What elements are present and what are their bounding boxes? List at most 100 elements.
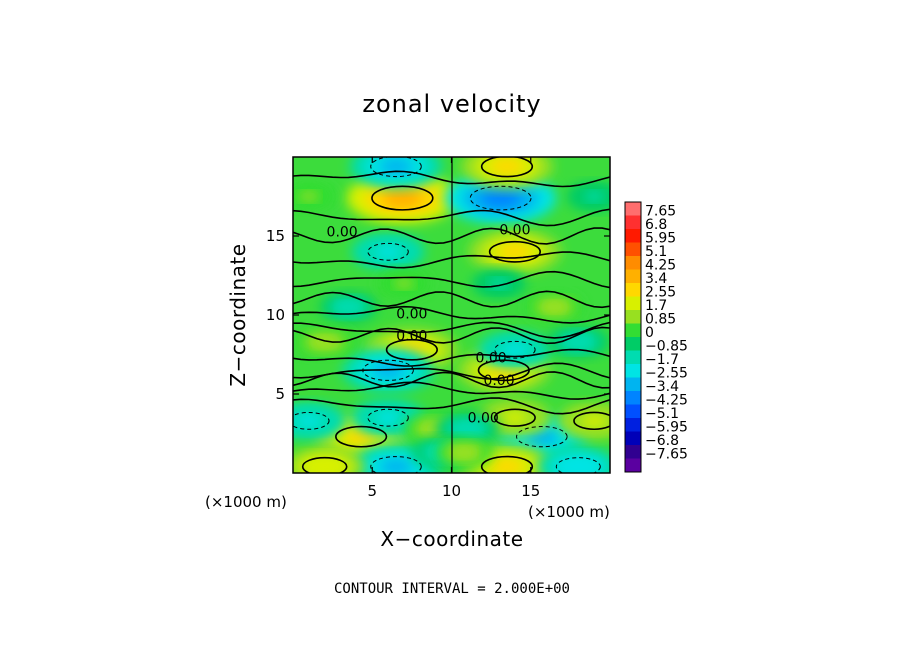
positive-contour [573,411,610,431]
colorbar-cell [625,202,641,216]
colorbar-cell [625,337,641,351]
field-blob-core [544,301,565,313]
field-blob-core [501,343,529,357]
colorbar-label: −1.7 [645,352,679,368]
colorbar-label: −5.1 [645,406,679,422]
positive-contour [488,240,542,263]
chart-title: zonal velocity [362,90,541,118]
colorbar-label: 2.55 [645,285,676,301]
negative-contour [293,411,330,430]
colorbar-label: −3.4 [645,379,679,395]
field-blob-core [501,411,529,425]
field-blob-core [394,278,414,289]
colorbar-cell [625,418,641,432]
colorbar: 7.656.85.955.14.253.42.551.70.850−0.85−1… [624,201,688,473]
negative-contour [370,456,422,473]
colorbar-cell [625,215,641,230]
x-tick-label: 15 [521,482,540,500]
field-blob-core [567,336,590,348]
y-axis-label: Z−coordinate [226,243,250,386]
colorbar-label: −0.85 [645,339,688,355]
colorbar-cell [625,310,641,324]
field-blob-core [455,422,479,435]
x-unit-left: (×1000 m) [205,493,287,511]
field-blob-core [580,414,608,428]
field-blob-core [490,458,524,473]
colorbar-label: 4.25 [645,258,676,274]
field-blob-core [295,414,323,428]
colorbar-label: −6.8 [645,433,679,449]
field-blob-core [374,245,402,259]
contour-label: 0.00 [499,223,530,239]
field-blob-core [563,459,593,473]
y-tick-label: 15 [266,227,285,245]
x-tick-label: 5 [367,482,377,500]
negative-contour [469,185,532,211]
colorbar-cell [625,404,641,419]
plot-area: 0.00 0.00 0.00 0.00 0.00 0.00 0.00 5 10 15 5 10 15 [266,156,611,500]
x-unit-right: (×1000 m) [528,503,610,521]
negative-contour [555,457,601,473]
negative-contour [370,157,422,178]
negative-contour [362,359,414,381]
field-blob-core [584,191,605,202]
colorbar-cell [625,229,641,243]
colorbar-cell [625,350,641,365]
colorbar-label: −4.25 [645,393,688,409]
field-blob-core [310,459,340,473]
colorbar-cell [625,269,641,284]
colorbar-label: 7.65 [645,204,676,220]
colorbar-cell [625,431,641,446]
contour-label: 0.00 [396,329,427,345]
negative-contour [367,242,409,261]
field-blob-core [298,191,319,202]
colorbar-label: 0 [645,325,654,341]
colorbar-label: 5.95 [645,231,676,247]
y-tick-label: 5 [275,385,285,403]
negative-contour [367,408,409,427]
x-tick-label: 10 [442,482,461,500]
colorbar-label: −5.95 [645,420,688,436]
field-blob-core [498,243,532,260]
field-blob-core [490,158,524,175]
field-blob-core [382,188,423,208]
contour-interval-note: CONTOUR INTERVAL = 2.000E+00 [334,581,570,597]
positive-contour [335,425,388,448]
colorbar-cell [625,283,641,297]
colorbar-cell [625,377,641,392]
contour-label: 0.00 [468,411,499,427]
contour-label: 0.00 [396,306,427,322]
axis-ticks: 5 10 15 5 10 15 [266,157,610,500]
colorbar-cell [625,256,641,270]
field-blob-core [480,188,521,208]
colorbar-cell [625,458,641,473]
colorbar-label: 6.8 [645,217,667,233]
positive-contour [301,456,348,473]
colorbar-label: 1.7 [645,298,667,314]
contour-labels: 0.00 0.00 0.00 0.00 0.00 0.00 0.00 [327,223,531,427]
colorbar-label: 3.4 [645,271,667,287]
negative-contours [293,157,601,473]
colorbar-label: 5.1 [645,244,667,260]
colorbar-cell [625,296,641,311]
positive-contour [371,185,434,211]
colorbar-frame [624,201,642,473]
field-blob-core [379,458,413,473]
colorbar-cell [625,445,641,459]
field-blob-core [338,301,359,313]
field-blob-core [379,158,413,175]
field-blob-core [374,411,402,425]
colorbar-cell [625,391,641,405]
colorbar-cell [625,364,641,378]
negative-contour [516,426,568,448]
colorbar-cell [625,323,641,338]
colorbar-label: −2.55 [645,366,688,382]
contour-label: 0.00 [483,373,514,389]
positive-contour [480,157,534,178]
positive-contour [493,408,536,427]
positive-contour [480,455,534,473]
contour-label: 0.00 [327,224,358,240]
colorbar-cell [625,242,641,257]
negative-contour [494,340,536,359]
